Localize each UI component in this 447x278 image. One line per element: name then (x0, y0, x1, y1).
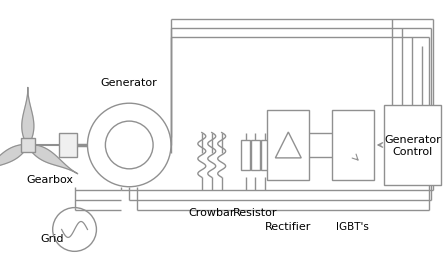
Polygon shape (22, 87, 34, 145)
Text: Control: Control (392, 147, 433, 157)
Text: Gearbox: Gearbox (26, 175, 73, 185)
Text: Rectifier: Rectifier (265, 222, 312, 232)
Bar (59, 133, 76, 157)
Text: Generator: Generator (384, 135, 441, 145)
Polygon shape (27, 144, 78, 174)
Text: IGBT's: IGBT's (337, 222, 369, 232)
Text: Grid: Grid (40, 234, 63, 244)
Text: Crowbar: Crowbar (189, 208, 235, 218)
Bar (21, 138, 35, 152)
Text: Generator: Generator (101, 78, 158, 88)
Polygon shape (0, 144, 28, 174)
Bar (241, 140, 250, 170)
Text: Resistor: Resistor (233, 208, 278, 218)
Bar (267, 110, 309, 180)
Bar (251, 140, 260, 170)
Bar (332, 110, 374, 180)
Bar (384, 105, 441, 185)
Bar (261, 140, 270, 170)
Polygon shape (275, 132, 301, 158)
